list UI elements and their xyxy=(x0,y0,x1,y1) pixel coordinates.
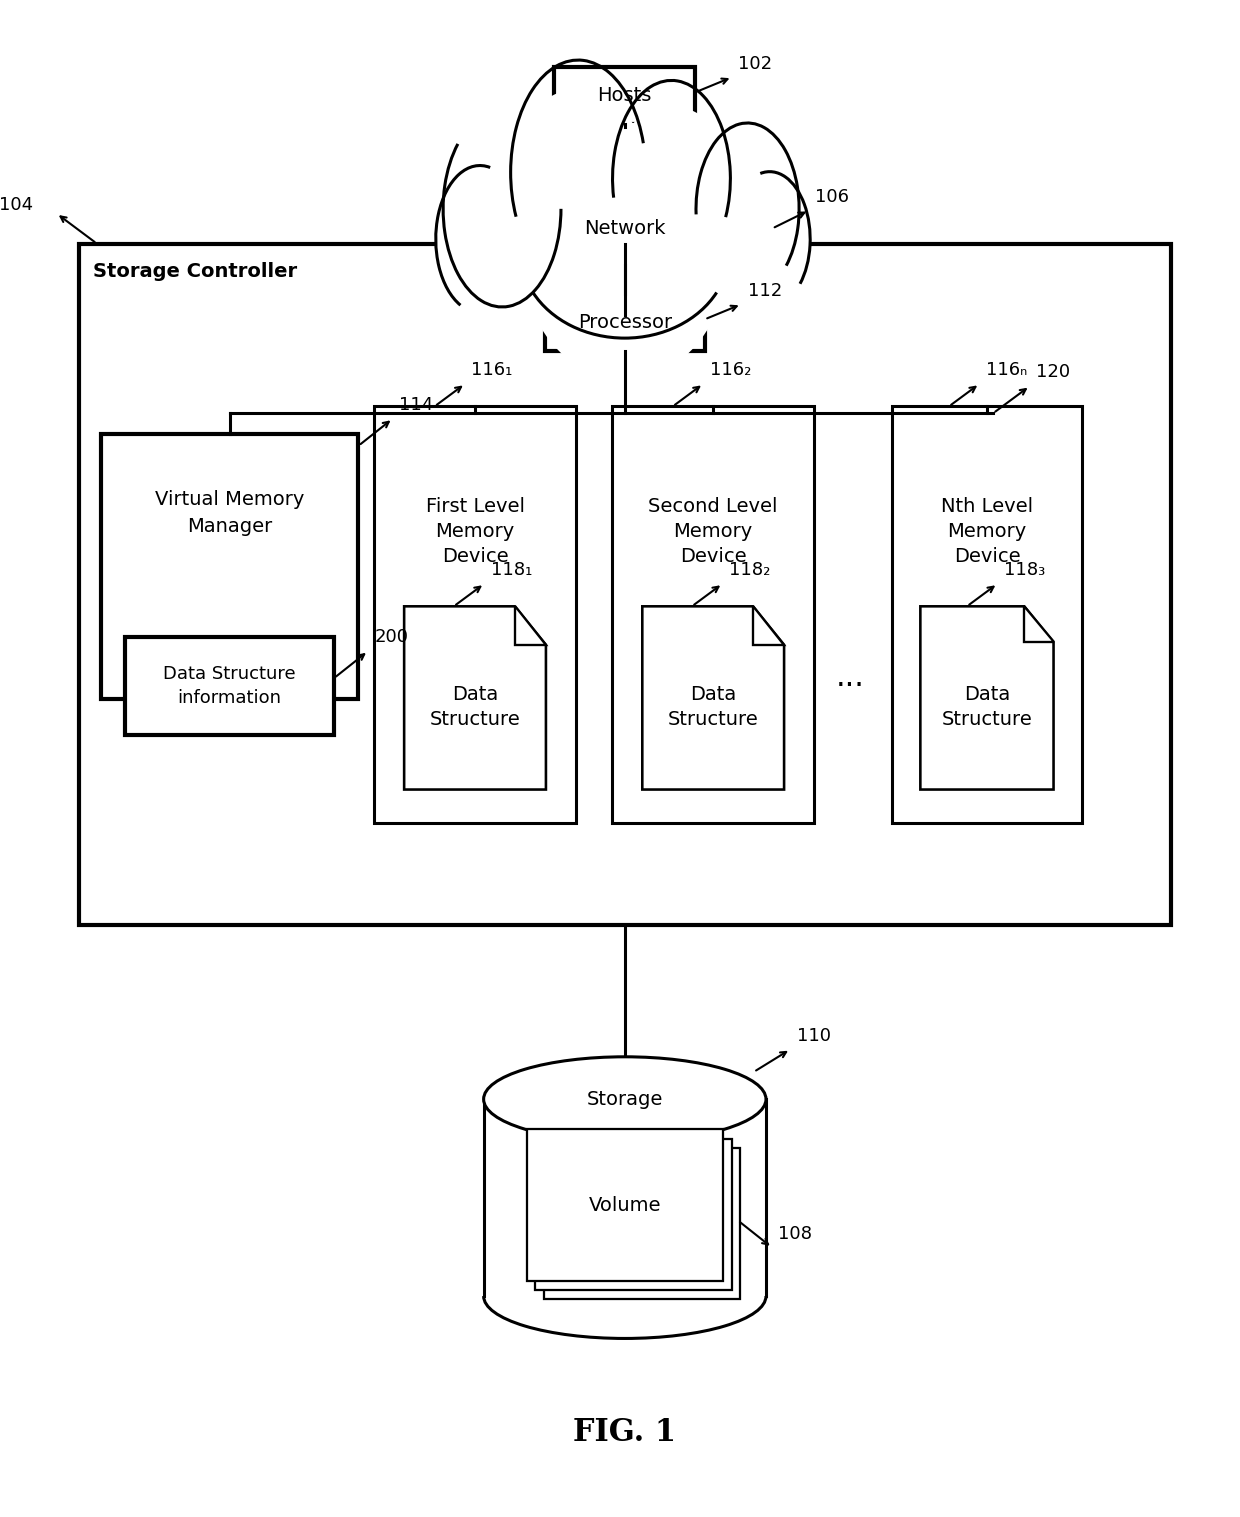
Bar xyxy=(78,244,1171,925)
Text: 106: 106 xyxy=(815,188,849,206)
Circle shape xyxy=(443,137,560,282)
Text: 102: 102 xyxy=(738,55,773,73)
Text: Network: Network xyxy=(584,218,666,238)
Circle shape xyxy=(696,146,799,273)
Text: 120: 120 xyxy=(1037,364,1070,381)
Text: 112: 112 xyxy=(748,282,781,300)
Bar xyxy=(544,1148,740,1299)
Text: 110: 110 xyxy=(796,1027,831,1045)
Text: 116₂: 116₂ xyxy=(709,361,751,379)
Text: 116ₙ: 116ₙ xyxy=(986,361,1027,379)
Text: Data Structure
information: Data Structure information xyxy=(164,664,296,707)
Bar xyxy=(611,407,815,822)
Text: 116₁: 116₁ xyxy=(471,361,512,379)
Text: Nth Level
Memory
Device: Nth Level Memory Device xyxy=(941,498,1033,566)
Text: 114: 114 xyxy=(399,396,433,414)
Circle shape xyxy=(729,190,810,290)
Text: 118₃: 118₃ xyxy=(1004,561,1045,579)
Polygon shape xyxy=(1024,607,1054,643)
Bar xyxy=(554,67,696,124)
Bar xyxy=(125,637,334,736)
Text: Virtual Memory
Manager: Virtual Memory Manager xyxy=(155,490,304,536)
Text: Data
Structure: Data Structure xyxy=(430,686,521,730)
Text: Second Level
Memory
Device: Second Level Memory Device xyxy=(649,498,777,566)
Text: Volume: Volume xyxy=(589,1195,661,1215)
Text: Storage: Storage xyxy=(587,1089,663,1109)
Text: 200: 200 xyxy=(374,628,408,646)
Text: 118₁: 118₁ xyxy=(491,561,532,579)
Text: FIG. 1: FIG. 1 xyxy=(573,1417,676,1447)
Text: First Level
Memory
Device: First Level Memory Device xyxy=(425,498,525,566)
Bar xyxy=(892,407,1083,822)
Bar xyxy=(527,1130,723,1280)
Circle shape xyxy=(521,123,729,379)
Text: Data
Structure: Data Structure xyxy=(668,686,759,730)
Bar xyxy=(546,294,704,350)
Text: ...: ... xyxy=(836,663,864,692)
Polygon shape xyxy=(404,607,546,789)
Bar xyxy=(100,434,358,699)
Polygon shape xyxy=(515,607,546,645)
Circle shape xyxy=(511,90,646,256)
Bar xyxy=(536,1139,732,1289)
Text: 108: 108 xyxy=(779,1226,812,1242)
Circle shape xyxy=(613,106,730,252)
Text: Hosts: Hosts xyxy=(598,86,652,105)
Bar xyxy=(373,407,577,822)
Polygon shape xyxy=(753,607,784,645)
Text: Data
Structure: Data Structure xyxy=(941,686,1033,730)
Circle shape xyxy=(435,185,525,294)
Ellipse shape xyxy=(484,1057,766,1142)
Polygon shape xyxy=(920,607,1054,789)
Text: Storage Controller: Storage Controller xyxy=(93,262,298,281)
Polygon shape xyxy=(642,607,784,789)
Text: 104: 104 xyxy=(0,196,32,214)
Text: Processor: Processor xyxy=(578,313,672,332)
Text: 118₂: 118₂ xyxy=(729,561,770,579)
